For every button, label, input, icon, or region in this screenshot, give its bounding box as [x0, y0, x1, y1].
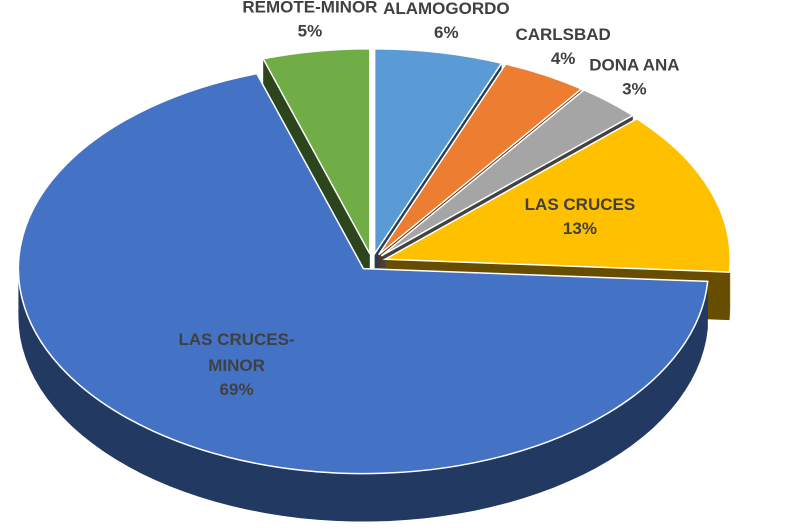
slice-label: ALAMOGORDO	[383, 0, 510, 18]
slice-value-label: 69%	[220, 380, 254, 399]
slice-value-label: 3%	[622, 80, 647, 99]
slice-wall	[729, 259, 731, 321]
slice-label: REMOTE-MINOR	[242, 0, 377, 17]
slice-wall	[18, 268, 708, 522]
slice-label: CARLSBAD	[515, 25, 610, 44]
slice-value-label: 5%	[298, 22, 323, 41]
slice-value-label: 13%	[563, 219, 597, 238]
slice	[380, 89, 635, 257]
slice-label: LAS CRUCES-MINOR	[178, 330, 294, 375]
slice	[373, 48, 503, 257]
slice	[262, 48, 371, 255]
slice	[17, 72, 709, 475]
slice-label: DONA ANA	[589, 56, 679, 75]
slice-value-label: 6%	[434, 23, 459, 42]
slice-label: LAS CRUCES	[525, 195, 636, 214]
slice	[382, 117, 731, 273]
slice	[378, 63, 583, 256]
slice-value-label: 4%	[551, 49, 576, 68]
